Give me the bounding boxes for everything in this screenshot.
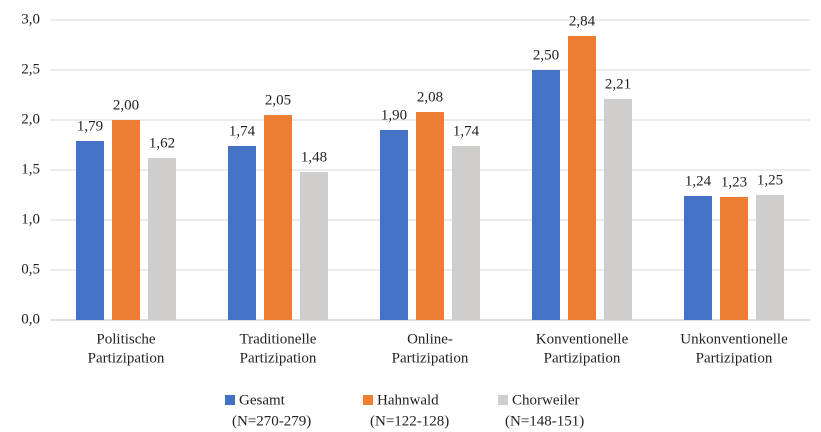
bar	[300, 172, 328, 320]
bar	[416, 112, 444, 320]
value-label: 1,62	[149, 135, 175, 151]
x-tick-label: Partizipation	[392, 350, 469, 366]
y-tick-label: 0,5	[21, 261, 40, 277]
value-label: 2,08	[417, 89, 443, 105]
bar	[720, 197, 748, 320]
value-label: 1,48	[301, 149, 327, 165]
x-tick-label: Politische	[96, 331, 156, 347]
x-tick-label: Konventionelle	[536, 331, 629, 347]
x-tick-label: Partizipation	[88, 350, 165, 366]
y-tick-label: 0,0	[21, 311, 40, 327]
x-tick-label: Partizipation	[544, 350, 621, 366]
value-label: 2,05	[265, 92, 291, 108]
legend-label: (N=122-128)	[370, 413, 449, 429]
bar	[452, 146, 480, 320]
bar	[684, 196, 712, 320]
bar	[228, 146, 256, 320]
bar	[568, 36, 596, 320]
bar	[264, 115, 292, 320]
x-tick-label: Traditionelle	[240, 331, 317, 347]
bar	[380, 130, 408, 320]
x-tick-label: Partizipation	[240, 350, 317, 366]
x-tick-label: Online-	[407, 331, 453, 347]
y-tick-label: 2,0	[21, 111, 40, 127]
y-tick-label: 3,0	[21, 11, 40, 27]
bar	[112, 120, 140, 320]
legend-swatch	[363, 395, 373, 405]
y-tick-label: 2,5	[21, 61, 40, 77]
x-tick-label: Partizipation	[696, 350, 773, 366]
y-tick-label: 1,5	[21, 161, 40, 177]
value-label: 1,25	[757, 172, 783, 188]
value-label: 1,90	[381, 107, 407, 123]
bar	[532, 70, 560, 320]
bar	[756, 195, 784, 320]
x-tick-label: Unkonventionelle	[680, 331, 788, 347]
bar	[604, 99, 632, 320]
bar	[76, 141, 104, 320]
value-label: 1,23	[721, 174, 747, 190]
legend-label: Hahnwald	[377, 392, 439, 408]
value-label: 1,24	[685, 173, 712, 189]
value-label: 1,74	[229, 123, 256, 139]
legend-label: (N=270-279)	[232, 413, 311, 429]
legend-swatch	[225, 395, 235, 405]
value-label: 2,84	[569, 13, 596, 29]
value-label: 2,00	[113, 97, 139, 113]
value-label: 1,74	[453, 123, 480, 139]
y-tick-label: 1,0	[21, 211, 40, 227]
legend-label: (N=148-151)	[505, 413, 584, 429]
value-label: 2,21	[605, 76, 631, 92]
value-label: 1,79	[77, 118, 103, 134]
legend-swatch	[498, 395, 508, 405]
legend-label: Chorweiler	[512, 392, 579, 408]
value-label: 2,50	[533, 47, 559, 63]
bar	[148, 158, 176, 320]
legend-label: Gesamt	[239, 392, 286, 408]
